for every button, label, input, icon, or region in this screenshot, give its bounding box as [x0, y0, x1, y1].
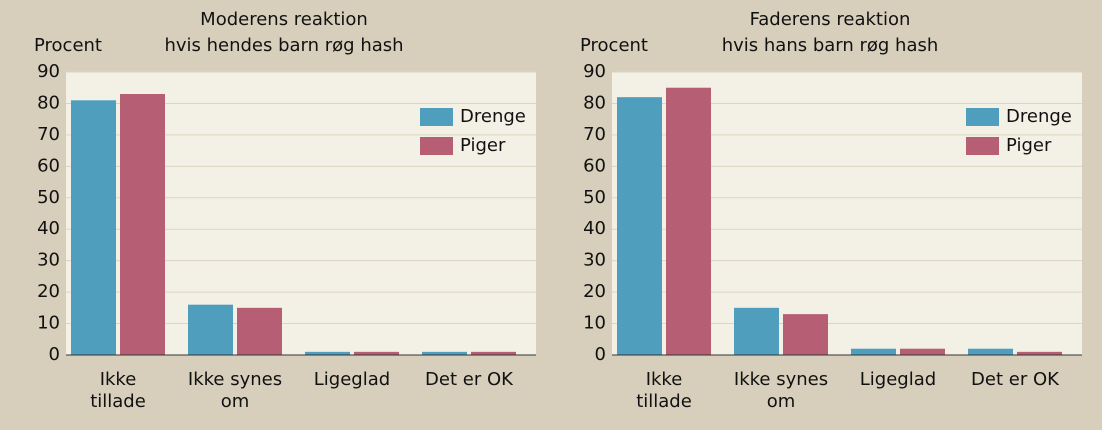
y-tick-label: 0	[595, 344, 606, 365]
y-tick-label: 90	[37, 61, 60, 82]
x-tick-label: Det er OK	[425, 369, 514, 390]
bar	[237, 307, 282, 355]
x-tick-label: Ligeglad	[860, 369, 936, 390]
legend-label: Piger	[460, 135, 506, 156]
x-tick-line: Ikke	[100, 369, 137, 390]
y-tick-label: 10	[37, 313, 60, 334]
bar	[71, 100, 116, 355]
bar	[305, 351, 350, 355]
chart-title: Faderens reaktion	[750, 9, 911, 30]
bar	[471, 351, 516, 355]
y-tick-label: 50	[583, 187, 606, 208]
x-tick-label: Ikke synes om	[188, 369, 282, 412]
legend-swatch	[420, 108, 453, 126]
x-tick-line: tillade	[636, 391, 692, 412]
legend-label: Drenge	[1006, 106, 1072, 127]
y-tick-label: 20	[37, 281, 60, 302]
x-tick-line: Ligeglad	[860, 369, 936, 390]
bar	[354, 351, 399, 355]
bar	[900, 348, 945, 355]
bar	[188, 304, 233, 355]
x-tick-line: Det er OK	[425, 369, 514, 390]
x-tick-line: tillade	[90, 391, 146, 412]
y-tick-label: 30	[37, 250, 60, 271]
chart-title: Moderens reaktion	[200, 9, 368, 30]
bar	[734, 307, 779, 355]
y-tick-label: 40	[37, 218, 60, 239]
x-tick-line: Ikke synes	[734, 369, 828, 390]
y-tick-label: 80	[583, 92, 606, 113]
y-tick-label: 0	[49, 344, 60, 365]
legend-label: Drenge	[460, 106, 526, 127]
legend-swatch	[420, 137, 453, 155]
x-tick-label: Ligeglad	[314, 369, 390, 390]
x-tick-line: Det er OK	[971, 369, 1060, 390]
bar	[783, 314, 828, 355]
x-tick-line: om	[221, 391, 250, 412]
chart-title: hvis hendes barn røg hash	[164, 35, 403, 56]
y-tick-label: 90	[583, 61, 606, 82]
bar	[422, 351, 467, 355]
x-tick-line: Ikke	[646, 369, 683, 390]
legend-swatch	[966, 137, 999, 155]
y-tick-label: 40	[583, 218, 606, 239]
x-tick-line: om	[767, 391, 796, 412]
y-tick-label: 80	[37, 92, 60, 113]
bar	[120, 94, 165, 355]
x-tick-line: Ikke synes	[188, 369, 282, 390]
y-tick-label: 60	[583, 155, 606, 176]
x-tick-label: Ikke tillade	[90, 369, 146, 412]
bar	[666, 87, 711, 355]
bar	[1017, 351, 1062, 355]
bar	[617, 97, 662, 356]
x-tick-label: Det er OK	[971, 369, 1060, 390]
chart-title: hvis hans barn røg hash	[722, 35, 939, 56]
y-tick-label: 10	[583, 313, 606, 334]
bar	[851, 348, 896, 355]
y-tick-label: 70	[583, 124, 606, 145]
legend-label: Piger	[1006, 135, 1052, 156]
y-tick-label: 30	[583, 250, 606, 271]
y-tick-label: 70	[37, 124, 60, 145]
x-tick-line: Ligeglad	[314, 369, 390, 390]
x-tick-label: Ikke tillade	[636, 369, 692, 412]
y-axis-label: Procent	[34, 35, 102, 56]
bar	[968, 348, 1013, 355]
y-tick-label: 60	[37, 155, 60, 176]
y-axis-label: Procent	[580, 35, 648, 56]
y-tick-label: 50	[37, 187, 60, 208]
y-tick-label: 20	[583, 281, 606, 302]
x-tick-label: Ikke synes om	[734, 369, 828, 412]
legend-swatch	[966, 108, 999, 126]
